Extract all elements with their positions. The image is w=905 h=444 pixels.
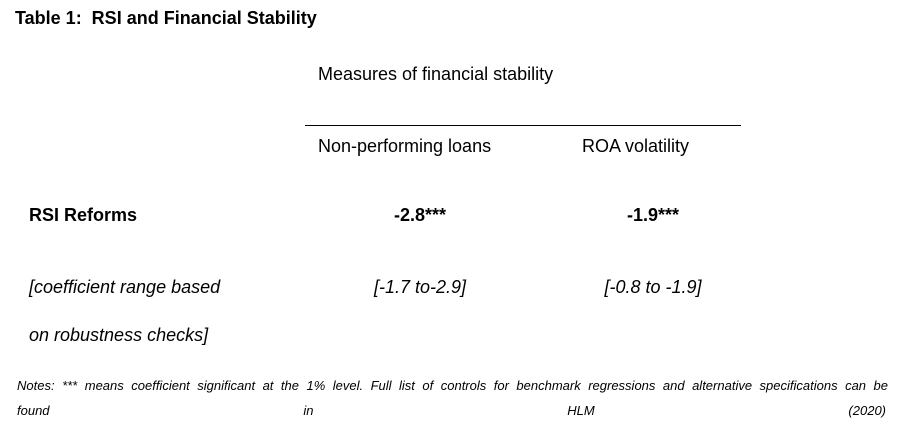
- notes-word: benchmark: [516, 378, 581, 393]
- row-label-coefficient-range-line1: [coefficient range based: [29, 277, 221, 297]
- column-header-non-performing-loans: Non-performing loans: [318, 136, 492, 156]
- spanning-column-header: Measures of financial stability: [318, 64, 554, 84]
- cell-npl-coefficient: -2.8***: [393, 205, 447, 225]
- notes-word: list: [399, 378, 415, 393]
- notes-word: level.: [332, 378, 364, 393]
- table-title: Table 1: RSI and Financial Stability: [15, 8, 317, 28]
- notes-word: Full: [370, 378, 392, 393]
- notes-word: means: [84, 378, 124, 393]
- notes-word: can: [845, 378, 867, 393]
- notes-word: (2020): [848, 403, 886, 418]
- column-header-roa-volatility: ROA volatility: [582, 136, 690, 156]
- cell-npl-range: [-1.7 to-2.9]: [373, 277, 467, 297]
- notes-word: ***: [62, 378, 78, 393]
- notes-word: alternative: [692, 378, 753, 393]
- notes-word: coefficient: [131, 378, 190, 393]
- notes-word: regressions: [588, 378, 656, 393]
- notes-word: significant: [197, 378, 256, 393]
- header-rule: [305, 125, 741, 126]
- notes-word: of: [422, 378, 434, 393]
- notes-word: controls: [440, 378, 487, 393]
- notes-word: at: [262, 378, 274, 393]
- notes-word: Notes:: [17, 378, 55, 393]
- notes-word: 1%: [306, 378, 326, 393]
- cell-roa-range: [-0.8 to -1.9]: [604, 277, 702, 297]
- notes-word: found: [17, 403, 50, 418]
- notes-word: HLM: [567, 403, 595, 418]
- notes-word: for: [493, 378, 509, 393]
- notes-line-2: found in HLM (2020): [17, 403, 886, 418]
- notes-line-1: Notes: *** means coefficient significant at th…: [17, 378, 888, 393]
- notes-word: in: [303, 403, 314, 418]
- cell-roa-coefficient: -1.9***: [626, 205, 680, 225]
- row-label-rsi-reforms: RSI Reforms: [29, 205, 138, 225]
- notes-word: the: [280, 378, 299, 393]
- notes-word: be: [873, 378, 888, 393]
- row-label-coefficient-range-line2: on robustness checks]: [29, 325, 209, 345]
- notes-word: specifications: [759, 378, 838, 393]
- notes-word: and: [662, 378, 685, 393]
